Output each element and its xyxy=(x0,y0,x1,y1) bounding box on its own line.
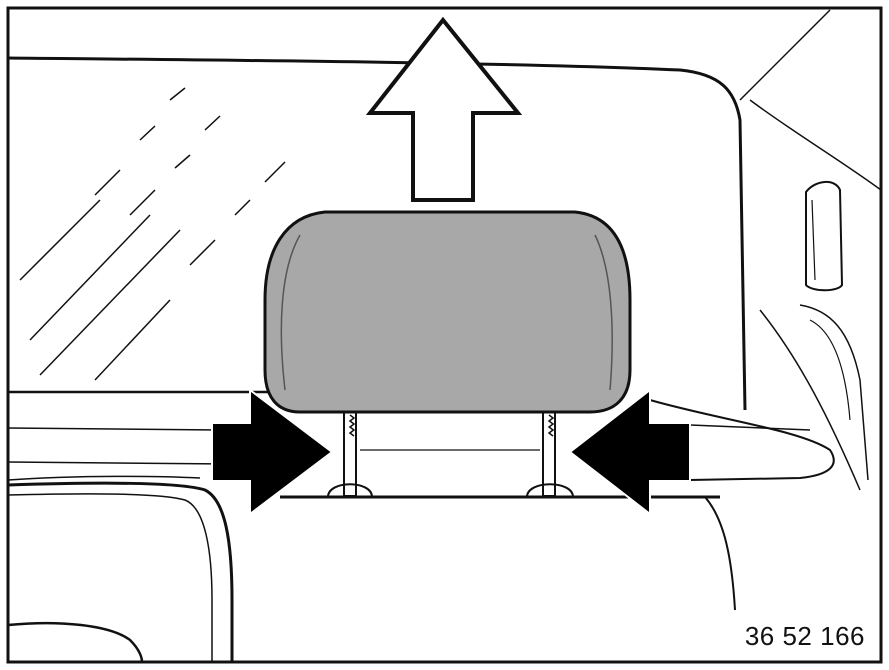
right-post-guide-sleeve xyxy=(526,483,574,498)
rear-window xyxy=(7,9,882,411)
glass-reflection xyxy=(19,87,286,381)
left-press-arrow-icon xyxy=(211,387,334,517)
c-pillar-trim xyxy=(759,181,869,491)
arrow-up-outline-icon xyxy=(365,16,523,202)
headrest-cushion xyxy=(263,210,632,414)
right-post-notches xyxy=(547,414,555,437)
parcel-shelf xyxy=(7,390,835,481)
headrest xyxy=(263,210,632,414)
headrest-seam xyxy=(280,234,613,391)
left-post-guide-sleeve xyxy=(327,483,373,498)
figure-number: 36 52 166 xyxy=(742,621,867,652)
right-press-arrow-icon xyxy=(568,387,691,517)
left-post-notches xyxy=(348,414,356,437)
